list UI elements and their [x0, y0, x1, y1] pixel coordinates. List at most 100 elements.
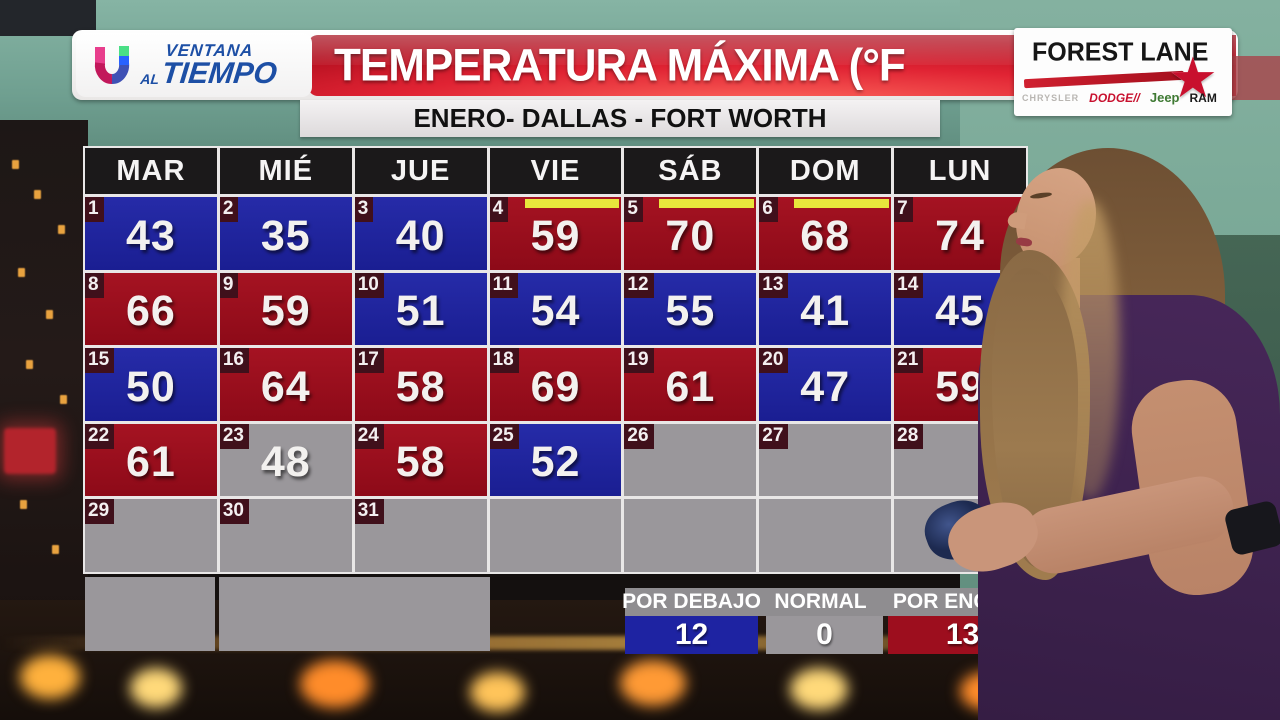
day-header: JUE: [352, 146, 489, 196]
temperature-value: 74: [935, 211, 985, 260]
calendar-day-cell: 30: [217, 497, 354, 574]
temperature-value: 58: [395, 438, 446, 487]
temperature-value: 52: [530, 438, 581, 487]
calendar-day-cell: 29: [83, 497, 219, 574]
calendar-day-cell: 22 61: [83, 421, 219, 498]
temperature-value: 41: [800, 287, 851, 336]
day-number-badge: 17: [354, 348, 384, 373]
day-number-badge: 20: [759, 348, 789, 373]
car-light-glow: [620, 660, 686, 706]
banner-tail: [1232, 56, 1280, 100]
calendar-day-cell: 10 51: [352, 270, 489, 347]
star-icon: ★: [1167, 46, 1218, 109]
window-light: [18, 268, 25, 277]
record-stripe: [524, 199, 620, 208]
window-light: [26, 360, 33, 369]
calendar-day-cell: 13 41: [757, 270, 894, 347]
title-banner: TEMPERATURA MÁXIMA (°F: [308, 35, 1236, 96]
temperature-value: 59: [935, 362, 985, 411]
day-number-badge: 4: [489, 197, 509, 222]
day-number-badge: 15: [85, 348, 115, 373]
day-number-badge: 7: [894, 197, 913, 222]
show-logo-panel: VENTANA AL TIEMPO: [76, 33, 312, 97]
window-light: [12, 160, 19, 169]
day-number-badge: 9: [219, 272, 239, 298]
calendar-day-cell: 31: [352, 497, 489, 574]
calendar-day-cell: 4 59: [487, 195, 624, 272]
window-light: [52, 545, 59, 554]
show-title-al: AL: [139, 70, 161, 87]
show-title-line2: TIEMPO: [160, 56, 279, 90]
show-title-line1: VENTANA: [164, 40, 255, 60]
calendar-day-cell: 9 59: [217, 270, 354, 347]
temperature-value: 55: [665, 287, 716, 336]
day-header: DOM: [757, 146, 894, 196]
day-number-badge: 2: [219, 197, 239, 222]
day-number-badge: 22: [85, 423, 115, 449]
car-light-glow: [790, 668, 848, 710]
calendar-day-cell: 20 47: [757, 346, 894, 423]
window-light: [58, 225, 65, 234]
record-stripe: [659, 199, 755, 208]
calendar-day-cell: 5 70: [622, 195, 759, 272]
car-light-glow: [20, 655, 80, 699]
window-light: [60, 395, 67, 404]
temperature-value: 50: [126, 362, 176, 411]
calendar-day-cell: [487, 497, 624, 574]
temperature-value: 58: [395, 362, 446, 411]
legend-count-box: 0: [766, 616, 883, 654]
day-number-badge: 30: [219, 499, 249, 524]
day-header: MAR: [83, 146, 219, 196]
temperature-calendar: MAR MIÉ JUE VIE SÁB DOM LUN 1 43 2 35 3 40 4 59 5 70 6 68 7…: [83, 146, 1028, 574]
day-number-badge: 11: [489, 272, 518, 298]
temperature-value: 68: [800, 211, 851, 260]
calendar-day-cell: 17 58: [352, 346, 489, 423]
calendar-day-cell: 16 64: [217, 346, 354, 423]
subtitle-text: ENERO- DALLAS - FORT WORTH: [413, 103, 827, 133]
sponsor-logo-box: FOREST LANE ★ CHRYSLER //DODGE// Jeep RA…: [1014, 28, 1232, 116]
calendar-day-cell: 25 52: [487, 421, 624, 498]
calendar-day-cell: 27: [757, 421, 894, 498]
temperature-value: 40: [395, 211, 446, 260]
record-stripe: [794, 199, 890, 208]
day-number-badge: 14: [894, 272, 924, 298]
calendar-day-cell: 2 35: [217, 195, 354, 272]
day-number-badge: 29: [85, 499, 115, 524]
day-number-badge: 31: [354, 499, 384, 524]
sponsor-brands: CHRYSLER //DODGE// Jeep RAM: [1022, 90, 1217, 105]
window-light: [20, 500, 27, 509]
day-number-badge: 27: [759, 423, 789, 449]
legend-labels: POR DEBAJO NORMAL POR ENCIMA: [622, 588, 1037, 616]
chrysler-logo: CHRYSLER: [1022, 92, 1080, 103]
calendar-day-cell: 3 40: [352, 195, 489, 272]
temperature-value: 59: [530, 211, 581, 260]
temperature-value: 35: [260, 211, 311, 260]
temperature-value: 43: [126, 211, 176, 260]
temperature-value: 45: [935, 287, 985, 336]
jeep-logo: Jeep: [1149, 90, 1180, 105]
calendar-day-cell: 11 54: [487, 270, 624, 347]
day-number-badge: 18: [489, 348, 519, 373]
calendar-day-cell: [757, 497, 894, 574]
legend-label: NORMAL: [774, 590, 867, 613]
subtitle-strip: ENERO- DALLAS - FORT WORTH: [300, 100, 940, 137]
window-light: [46, 310, 53, 319]
calendar-day-cell: [622, 497, 759, 574]
calendar-day-cell: 19 61: [622, 346, 759, 423]
univision-logo-icon: [94, 46, 130, 84]
legend-label: POR DEBAJO: [622, 590, 761, 613]
calendar-day-cell: 15 50: [83, 346, 219, 423]
day-header: LUN: [892, 146, 1028, 196]
dodge-logo: //DODGE//: [1089, 90, 1140, 105]
temperature-value: 61: [665, 362, 716, 411]
day-number-badge: 25: [489, 423, 519, 449]
temperature-value: 59: [260, 287, 311, 336]
day-number-badge: 16: [219, 348, 249, 373]
temperature-value: 54: [530, 287, 581, 336]
calendar-day-cell: 23 48: [217, 421, 354, 498]
calendar-day-cell: 24 58: [352, 421, 489, 498]
legend-count-box: 12: [625, 616, 758, 654]
day-number-badge: 19: [624, 348, 654, 373]
ram-logo: RAM: [1189, 90, 1217, 105]
window-light: [34, 190, 41, 199]
